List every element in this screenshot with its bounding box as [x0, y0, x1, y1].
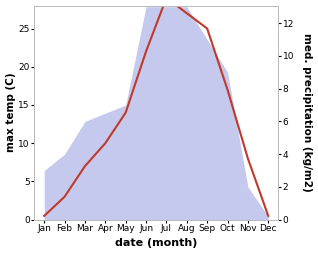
Y-axis label: max temp (C): max temp (C) [5, 73, 16, 152]
Y-axis label: med. precipitation (kg/m2): med. precipitation (kg/m2) [302, 33, 313, 192]
X-axis label: date (month): date (month) [115, 239, 197, 248]
